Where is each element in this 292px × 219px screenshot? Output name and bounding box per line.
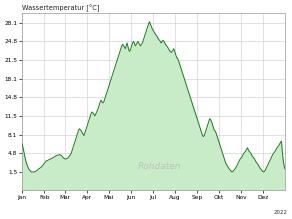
Text: 2022: 2022 [274,210,288,215]
Text: Rohdaten: Rohdaten [137,162,181,171]
Text: Wassertemperatur [°C]: Wassertemperatur [°C] [22,4,100,12]
